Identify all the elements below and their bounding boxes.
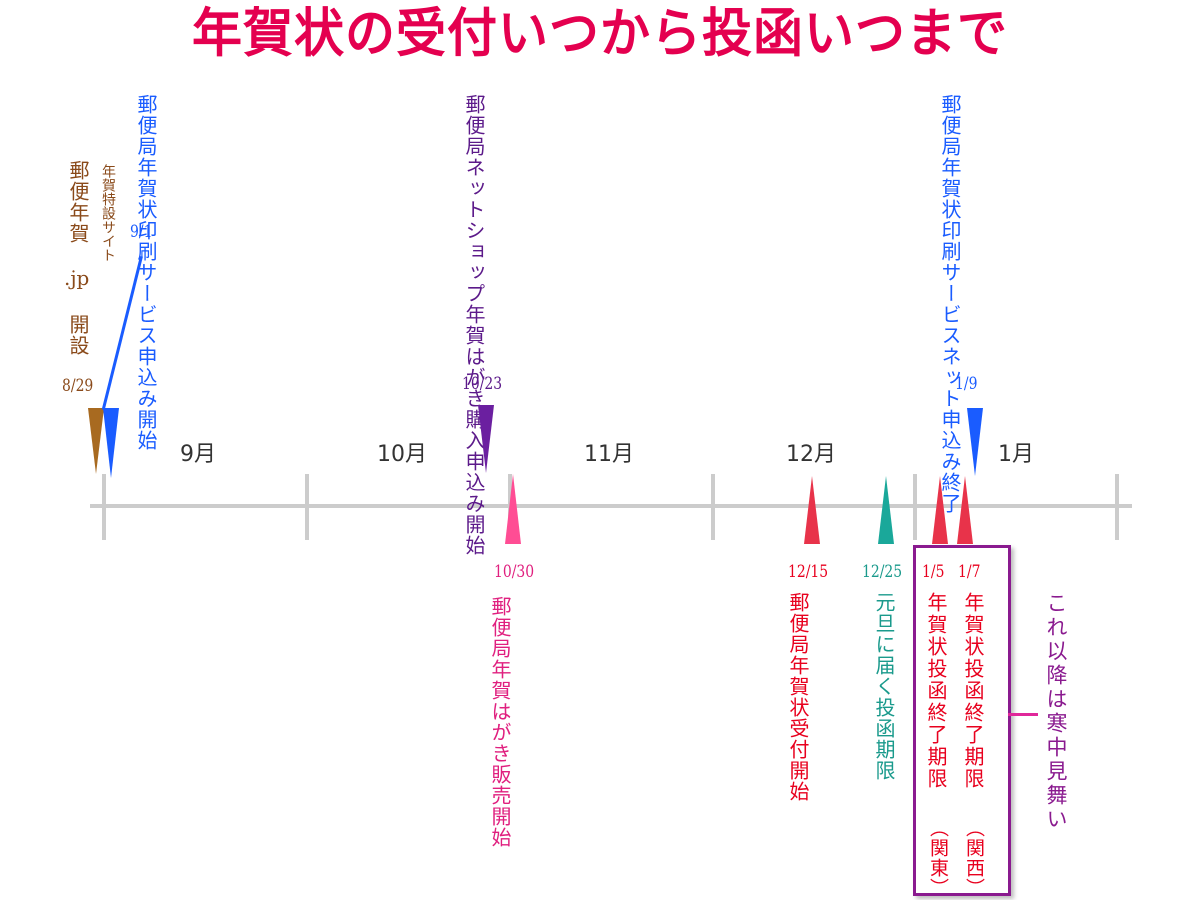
month-label-jan: 1月 (998, 442, 1034, 467)
marker-12-15-icon (804, 476, 820, 544)
event-8-29-jp: .jp (64, 266, 90, 290)
event-9-1-date: 9/1 (130, 222, 153, 242)
marker-10-30-icon (505, 474, 521, 544)
axis-tick (102, 474, 106, 540)
month-label-sep: 9月 (180, 442, 216, 467)
axis-tick (913, 474, 917, 540)
month-label-oct: 10月 (377, 442, 427, 467)
event-1-5-region: （関東） (927, 818, 949, 898)
event-12-25-label: 元旦に届く投函期限 (872, 592, 896, 781)
event-10-30-date: 10/30 (494, 562, 535, 582)
month-label-dec: 12月 (786, 442, 836, 467)
event-8-29-date: 8/29 (62, 376, 94, 396)
marker-10-23-icon (478, 405, 494, 473)
marker-9-1-icon (103, 408, 119, 478)
event-1-5-date: 1/5 (922, 562, 945, 582)
marker-1-7-icon (957, 476, 973, 544)
event-8-29-open: 開設 (66, 314, 90, 356)
event-12-15-date: 12/15 (788, 562, 829, 582)
marker-1-9-icon (967, 408, 983, 476)
event-12-25-date: 12/25 (862, 562, 903, 582)
axis-tick (305, 474, 309, 540)
event-1-7-date: 1/7 (958, 562, 981, 582)
note-connector (1008, 713, 1038, 716)
note-label: これ以降は寒中見舞い (1044, 592, 1068, 832)
timeline-axis (90, 504, 1132, 508)
event-12-15-label: 郵便局年賀状受付開始 (786, 592, 810, 802)
axis-tick (711, 474, 715, 540)
marker-12-25-icon (878, 476, 894, 544)
event-10-23-date: 10/23 (462, 374, 503, 394)
event-1-7-region: （関西） (963, 818, 985, 898)
axis-tick (1115, 474, 1119, 540)
event-10-30-label: 郵便局年賀はがき販売開始 (488, 596, 512, 848)
event-9-1-label: 郵便局年賀状印刷サービス申込み開始 (134, 94, 158, 451)
event-10-23-label: 郵便局ネットショップ年賀はがき購入申込み開始 (462, 94, 486, 556)
event-8-29-label: 郵便年賀 (66, 160, 90, 244)
event-1-9-label: 郵便局年賀状印刷サービスネット申込み終了 (938, 94, 962, 514)
month-label-nov: 11月 (584, 442, 634, 467)
event-1-5-label: 年賀状投函終了期限 (924, 592, 948, 790)
page-title: 年賀状の受付いつから投函いつまで (192, 2, 1008, 64)
deadline-box (913, 545, 1011, 896)
event-8-29-sub: 年賀特設サイト (100, 164, 116, 262)
event-1-7-label: 年賀状投函終了期限 (961, 592, 985, 790)
marker-8-29-icon (88, 408, 104, 474)
marker-1-5-icon (932, 476, 948, 544)
event-1-9-date: 1/9 (955, 374, 978, 394)
